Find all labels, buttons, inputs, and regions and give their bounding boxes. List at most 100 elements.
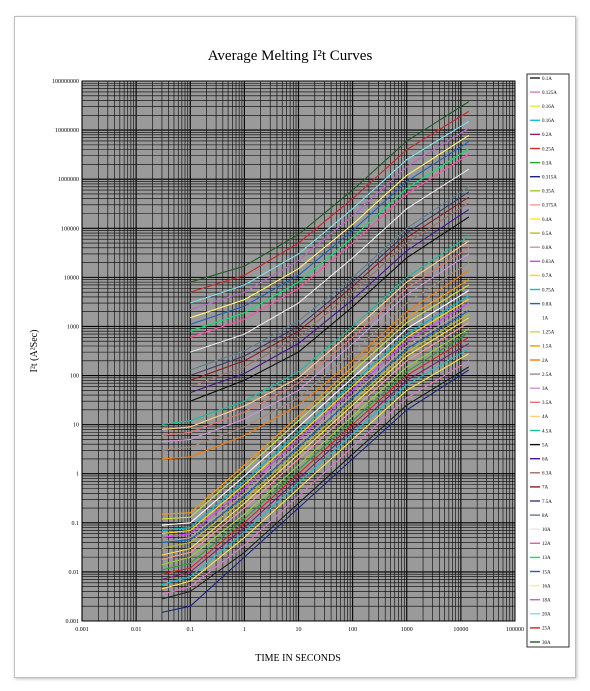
- legend-entry: 1.5A: [542, 345, 552, 350]
- series-line-17: [161, 290, 470, 526]
- y-tick-label: 0.01: [69, 570, 80, 576]
- y-tick-label: 10: [73, 423, 79, 429]
- series-line-40: [190, 101, 470, 283]
- x-tick-label: 1000: [401, 627, 413, 633]
- x-tick-label: 0.1: [187, 627, 195, 633]
- legend-entry: 13A: [542, 556, 551, 561]
- legend-entry: 0.75A: [542, 288, 555, 293]
- series-line-14: [161, 298, 470, 535]
- series-line-30: [190, 191, 470, 377]
- series-line-11: [161, 313, 470, 550]
- legend-entry: 0.16A: [542, 119, 555, 124]
- series-line-16: [161, 310, 470, 543]
- series-line-27: [190, 209, 470, 394]
- y-tick-label: 1: [76, 472, 79, 478]
- series-line-7: [161, 369, 470, 613]
- grid-lines: [81, 81, 515, 622]
- legend-entry: 1.25A: [542, 331, 555, 336]
- series-line-33: [190, 153, 470, 338]
- series-line-2: [161, 353, 470, 590]
- legend-entry: 10A: [542, 528, 551, 533]
- x-tick-labels: 0.001 0.01 0.1 1 10 100 1000 10000 100000: [75, 627, 524, 633]
- series-line-10: [161, 317, 470, 556]
- legend-entry: 8A: [542, 514, 549, 519]
- series-line-32: [190, 168, 470, 353]
- series-line-31: [190, 186, 470, 371]
- series-line-34: [190, 148, 470, 332]
- series-line-5: [161, 336, 470, 575]
- legend: 0.1A 0.125A 0.16A 0.16A 0.2A 0.25A 0.3A 0.315A 0…: [530, 77, 557, 646]
- series-line-4: [161, 343, 470, 581]
- y-tick-label: 10000000: [55, 128, 79, 134]
- legend-entry: 1A: [542, 317, 549, 322]
- series-line-3: [161, 348, 470, 586]
- series-line-20: [161, 269, 470, 460]
- legend-entry: 2.5A: [542, 373, 552, 378]
- series-line-22: [161, 253, 470, 443]
- y-tick-label: 100000000: [52, 79, 79, 85]
- series-line-0: [161, 366, 470, 600]
- y-tick-label: 100: [70, 374, 79, 380]
- legend-entry: 18A: [542, 599, 551, 604]
- legend-entry: 15A: [542, 570, 551, 575]
- legend-entry: 0.7A: [542, 274, 552, 279]
- legend-entry: 4A: [542, 415, 549, 420]
- y-axis-label: I²t (A²Sec): [29, 330, 40, 373]
- legend-entry: 2A: [542, 359, 549, 364]
- series-line-15: [161, 295, 470, 531]
- y-tick-label: 0.1: [72, 521, 80, 527]
- legend-entry: 0.5A: [542, 232, 552, 237]
- series-line-13: [161, 302, 470, 539]
- series-line-35: [190, 141, 470, 325]
- y-tick-labels: 0.001 0.01 0.1 1 10 100 1000 10000 100000 1000000…: [52, 79, 79, 625]
- series-line-8: [161, 328, 470, 566]
- legend-entry: 3A: [542, 387, 549, 392]
- y-tick-label: 0.001: [66, 619, 80, 625]
- legend-entry: 0.6A: [542, 246, 552, 251]
- legend-entry: 3.5A: [542, 401, 552, 406]
- legend-entry: 0.1A: [542, 77, 552, 82]
- legend-entry: 16A: [542, 584, 551, 589]
- series-line-28: [190, 202, 470, 387]
- series-line-18: [161, 284, 470, 520]
- series-line-9: [161, 322, 470, 560]
- x-tick-label: 0.001: [75, 627, 89, 633]
- y-tick-label: 1000: [67, 324, 79, 330]
- legend-entry: 6A: [542, 458, 549, 463]
- chart-title: Average Melting I²t Curves: [208, 48, 373, 64]
- legend-entry: 0.35A: [542, 190, 555, 195]
- legend-entry: 20A: [542, 613, 551, 618]
- x-axis-label: TIME IN SECONDS: [255, 653, 341, 664]
- legend-entry: 25A: [542, 627, 551, 632]
- series-line-37: [190, 127, 470, 311]
- series-line-12: [161, 307, 470, 543]
- x-tick-label: 10000: [453, 627, 468, 633]
- legend-entry: 0.125A: [542, 91, 557, 96]
- legend-entry: 0.2A: [542, 133, 552, 138]
- legend-entry: 0.375A: [542, 204, 557, 209]
- series-line-21: [161, 262, 470, 451]
- legend-entry: 0.16A: [542, 105, 555, 110]
- series-line-6: [161, 332, 470, 571]
- x-tick-label: 0.01: [131, 627, 142, 633]
- series-line-36: [190, 134, 470, 319]
- x-tick-label: 100: [348, 627, 357, 633]
- y-tick-label: 1000000: [58, 177, 79, 183]
- legend-entry: 4.5A: [542, 429, 552, 434]
- legend-entry: 12A: [542, 542, 551, 547]
- legend-entry: 7.5A: [542, 500, 552, 505]
- y-tick-label: 100000: [61, 226, 79, 232]
- x-tick-label: 100000: [506, 627, 524, 633]
- series-line-19: [161, 279, 470, 515]
- legend-entry: 0.4A: [542, 218, 552, 223]
- legend-entry: 0.63A: [542, 260, 555, 265]
- legend-entry: 30A: [542, 641, 551, 646]
- series-layer: [161, 101, 470, 613]
- series-line-1: [161, 360, 470, 595]
- series-line-26: [190, 216, 470, 402]
- series-line-39: [190, 110, 470, 293]
- legend-entry: 5A: [542, 443, 549, 448]
- y-tick-label: 10000: [64, 275, 79, 281]
- legend-entry: 0.3A: [542, 161, 552, 166]
